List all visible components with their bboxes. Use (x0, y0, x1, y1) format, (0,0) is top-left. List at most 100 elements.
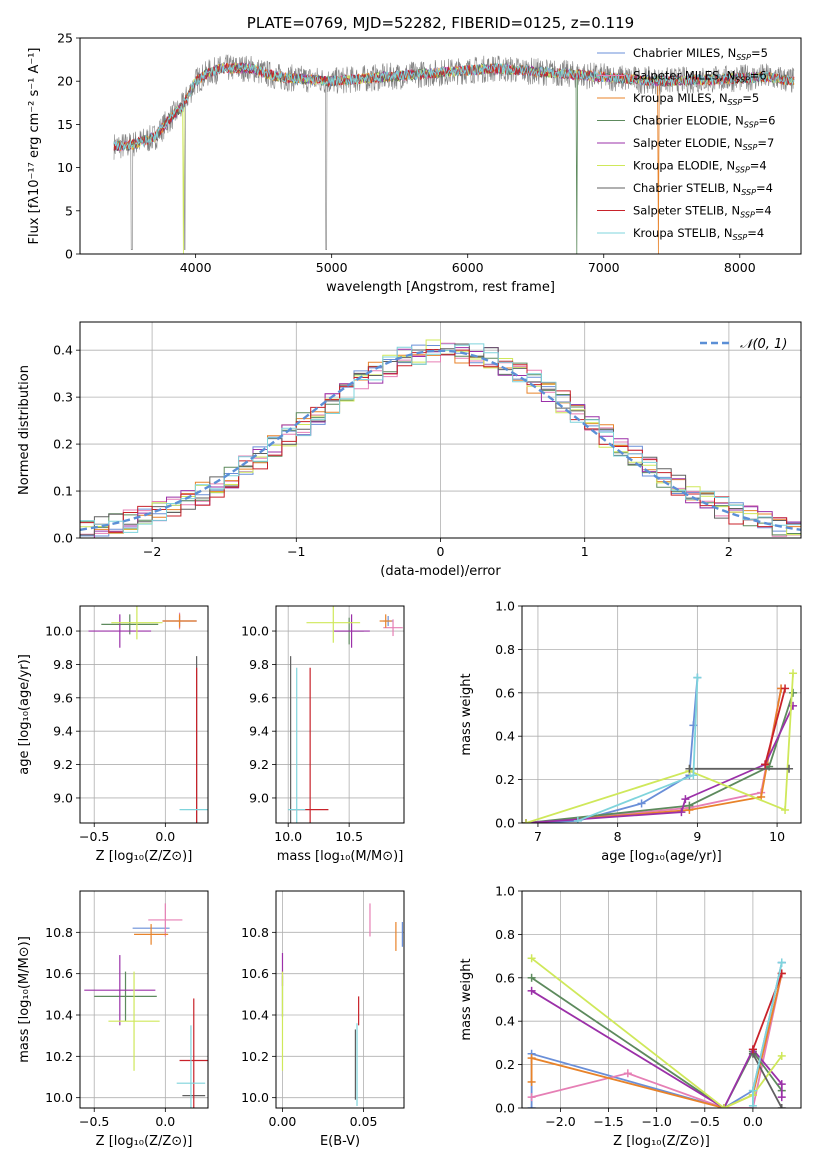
legend-entry: Chabrier ELODIE, NSSP=6 (633, 114, 775, 130)
weight-Z-panel: −2.0 −1.5 −1.0 −0.5 0.0 0.0 0.2 0.4 0.6 0.8 1.0 Z [… (459, 884, 802, 1149)
legend-value: =6 (750, 69, 767, 83)
chart-title: PLATE=0769, MJD=52282, FIBERID=0125, z=0… (247, 14, 634, 32)
legend-subscript: SSP (728, 98, 743, 107)
x-tick-label: −0.5 (79, 1114, 109, 1129)
weight-line (531, 957, 783, 1108)
plot-area (527, 954, 786, 1108)
weight-marker (527, 986, 536, 995)
legend-entry: Kroupa ELODIE, NSSP=4 (633, 159, 767, 175)
y-tick-label: 20 (57, 74, 73, 89)
x-tick-label: 7000 (588, 260, 620, 275)
weight-marker (689, 771, 698, 780)
weight-marker (527, 954, 536, 963)
error-point (162, 614, 197, 628)
legend-subscript: SSP (733, 233, 748, 242)
weight-marker (677, 808, 686, 817)
legend-value: =5 (751, 46, 768, 60)
weight-line (525, 688, 782, 823)
weight-marker (777, 1093, 786, 1102)
weight-marker (781, 805, 790, 814)
plot-area (288, 606, 403, 823)
legend-label: 𝒩(0, 1) (740, 337, 787, 352)
error-point (134, 924, 169, 945)
x-tick-label: −2.0 (545, 1114, 575, 1129)
y-tick-label: 9.4 (249, 724, 269, 739)
y-tick-label: 10.0 (241, 1090, 269, 1105)
y-tick-label: 10.0 (45, 624, 73, 639)
weight-marker (623, 1069, 632, 1078)
legend-subscript: SSP (744, 121, 759, 130)
x-axis-label: age [log₁₀(age/yr)] (601, 849, 722, 864)
legend-subscript: SSP (743, 143, 758, 152)
weight-line (525, 705, 794, 823)
spectrum-panel: 4000 5000 6000 7000 8000 0 5 10 15 20 25 wavelength… (27, 14, 802, 295)
y-tick-label: 10.8 (241, 925, 269, 940)
axes-frame (79, 321, 802, 539)
y-tick-label: 0.6 (495, 970, 515, 985)
x-tick-label: 0.0 (155, 829, 175, 844)
y-tick-label: 5 (65, 203, 73, 218)
y-axis-label: mass [log₁₀(M/M⊙)] (17, 936, 32, 1063)
weight-marker (777, 958, 786, 967)
y-tick-label: 0.4 (495, 729, 515, 744)
x-tick-label: 10.5 (335, 829, 363, 844)
legend-subscript: SSP (740, 211, 755, 220)
x-tick-label: 10.0 (274, 829, 302, 844)
legend-subscript: SSP (736, 53, 751, 62)
x-tick-label: 10 (769, 829, 785, 844)
legend-label: Chabrier ELODIE, N (633, 114, 744, 128)
weight-marker (527, 1054, 536, 1063)
x-axis-label: E(B-V) (320, 1134, 360, 1149)
x-tick-label: 0 (437, 544, 445, 559)
residuals-panel: −2 −1 0 1 2 0.0 0.1 0.2 0.3 0.4 (data-model)/error… (17, 321, 802, 579)
weight-line (764, 688, 786, 765)
y-tick-label: 0.1 (53, 484, 73, 499)
mass-Z-panel: −0.5 0.0 10.0 10.2 10.4 10.6 10.8 Z [log₁₀(Z/Z⊙… (17, 890, 209, 1149)
legend-entry: Kroupa STELIB, NSSP=4 (633, 226, 764, 242)
x-axis-label: mass [log₁₀(M/M⊙)] (277, 849, 404, 864)
y-tick-label: 15 (57, 117, 73, 132)
weight-marker (637, 799, 646, 808)
age-Z-panel: −0.5 0.0 9.0 9.2 9.4 9.6 9.8 10.0 Z [log₁₀(Z/Z⊙)… (17, 605, 209, 864)
y-tick-label: 0.0 (495, 816, 515, 831)
legend: 𝒩(0, 1) (700, 337, 787, 352)
weight-marker (777, 1051, 786, 1060)
legend-value: =4 (756, 181, 773, 195)
x-tick-label: 7 (534, 829, 542, 844)
normal-curve (80, 349, 801, 531)
weight-marker (522, 819, 530, 823)
error-point (84, 955, 156, 1026)
error-point (179, 998, 208, 1108)
x-axis-label: (data-model)/error (380, 564, 501, 579)
age-mass-panel: 10.0 10.5 9.0 9.2 9.4 9.6 9.8 10.0 mass [log₁₀(M… (241, 605, 405, 864)
x-tick-label: 1 (581, 544, 589, 559)
axes-frame (521, 890, 802, 1109)
weight-marker (527, 973, 536, 982)
y-tick-label: 10.0 (45, 1090, 73, 1105)
legend-subscript: SSP (741, 188, 756, 197)
y-tick-label: 9.8 (53, 657, 73, 672)
y-tick-label: 10.4 (45, 1008, 73, 1023)
plot-area (84, 903, 208, 1108)
weight-marker (527, 1104, 536, 1108)
y-axis-label: mass weight (459, 958, 474, 1040)
plot-area (80, 339, 801, 538)
x-tick-label: −2 (143, 544, 161, 559)
y-tick-label: 0.2 (495, 1057, 515, 1072)
plot-area (522, 669, 798, 823)
plot-area (88, 606, 208, 823)
y-tick-label: 0 (65, 247, 73, 262)
axes-frame (275, 890, 405, 1109)
legend-entry: Kroupa MILES, NSSP=5 (633, 91, 759, 107)
legend-label: Kroupa STELIB, N (633, 226, 733, 240)
x-tick-label: 0.05 (350, 1114, 378, 1129)
weight-marker (527, 1077, 536, 1086)
axes-frame (79, 37, 802, 255)
y-tick-label: 0.4 (53, 343, 73, 358)
y-tick-label: 9.8 (249, 657, 269, 672)
error-point (383, 619, 403, 637)
x-axis-label: Z [log₁₀(Z/Z⊙)] (613, 1134, 710, 1149)
weight-line (525, 688, 782, 823)
y-tick-label: 1.0 (495, 884, 515, 899)
x-tick-label: 6000 (452, 260, 484, 275)
